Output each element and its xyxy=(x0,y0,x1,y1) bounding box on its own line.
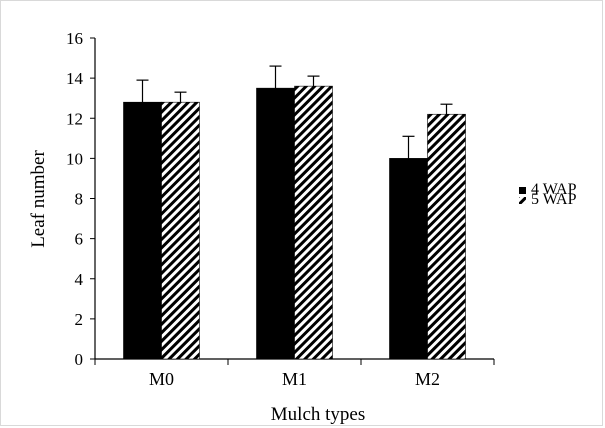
y-axis-label: Leaf number xyxy=(28,150,49,248)
y-tick-label: 0 xyxy=(75,350,84,369)
bar-4-wap-m2 xyxy=(389,158,428,360)
legend-label-5-wap: 5 WAP xyxy=(531,191,577,208)
x-tick-label: M2 xyxy=(415,369,440,389)
legend-label-4-wap: 4 WAP xyxy=(531,181,577,198)
x-tick-label: M0 xyxy=(149,369,174,389)
x-tick-label: M1 xyxy=(282,369,307,389)
bar-5-wap-m1 xyxy=(294,85,333,360)
y-tick-label: 16 xyxy=(66,29,83,48)
legend: 4 WAP 5 WAP xyxy=(519,181,577,208)
y-tick-label: 8 xyxy=(75,190,84,209)
legend-swatch-5-wap xyxy=(519,197,526,204)
bar-5-wap-m0 xyxy=(161,101,200,360)
bar-4-wap-m0 xyxy=(123,101,162,360)
y-tick-label: 12 xyxy=(66,109,83,128)
y-tick-label: 4 xyxy=(75,270,84,289)
x-axis-label: Mulch types xyxy=(271,404,365,425)
y-tick-label: 6 xyxy=(75,230,84,249)
y-tick-label: 2 xyxy=(75,310,84,329)
bar-5-wap-m2 xyxy=(427,113,466,360)
bar-4-wap-m1 xyxy=(256,87,295,360)
y-tick-label: 14 xyxy=(66,69,84,88)
y-tick-label: 10 xyxy=(66,149,83,168)
legend-swatch-4-wap xyxy=(519,187,526,194)
